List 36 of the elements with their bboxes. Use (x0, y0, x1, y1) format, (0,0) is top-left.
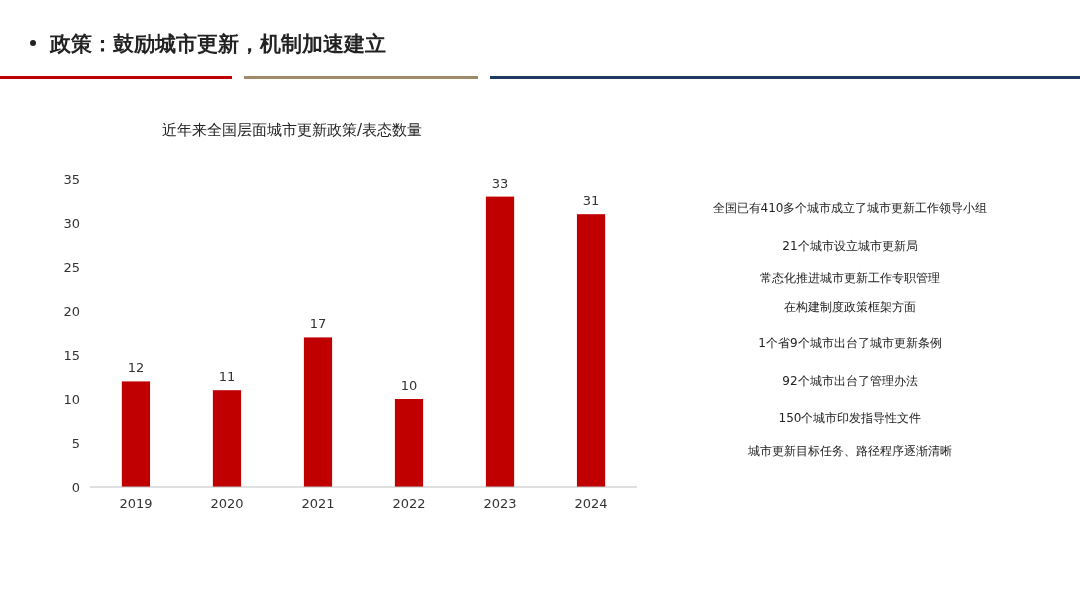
x-tick-label: 2022 (392, 496, 426, 511)
data-label: 31 (582, 193, 600, 209)
bar (485, 196, 515, 487)
y-tick-label: 20 (63, 303, 80, 319)
bar (212, 390, 242, 487)
bar (121, 381, 151, 487)
text: 21个城市设立城市更新局 (782, 239, 918, 253)
text: 在构建制度政策框架方面 (784, 300, 916, 314)
y-tick-label: 15 (63, 347, 80, 363)
bar (576, 214, 606, 487)
chart-subtitle: 近年来全国层面城市更新政策/表态数量 (161, 121, 423, 139)
y-tick-label: 5 (71, 435, 80, 451)
data-label: 11 (218, 369, 236, 385)
bar (394, 399, 424, 487)
text: 全国已有410多个城市成立了城市更新工作领导小组 (712, 201, 988, 215)
text: 92个城市出台了管理办法 (782, 374, 918, 388)
x-tick-label: 2019 (119, 496, 153, 511)
bar (303, 337, 333, 487)
y-tick-label: 10 (63, 391, 80, 407)
y-tick-label: 25 (63, 259, 80, 275)
data-label: 12 (127, 360, 145, 376)
data-label: 33 (491, 175, 509, 191)
x-tick-label: 2024 (574, 496, 608, 511)
data-label: 10 (400, 378, 418, 393)
text: 城市更新目标任务、路径程序逐渐清晰 (747, 444, 952, 458)
x-tick-label: 2021 (301, 496, 335, 511)
y-tick-label: 0 (71, 479, 80, 495)
chart-title: 政策：鼓励城市更新，机制加速建立 (49, 32, 386, 56)
x-tick-label: 2023 (483, 496, 517, 511)
y-tick-label: 35 (63, 171, 80, 187)
text: 常态化推进城市更新工作专职管理 (760, 271, 940, 285)
y-tick-label: 30 (63, 215, 80, 231)
data-label: 17 (309, 316, 327, 332)
text: 1个省9个城市出台了城市更新条例 (758, 336, 942, 350)
text: 150个城市印发指导性文件 (778, 411, 922, 425)
x-tick-label: 2020 (210, 496, 244, 511)
